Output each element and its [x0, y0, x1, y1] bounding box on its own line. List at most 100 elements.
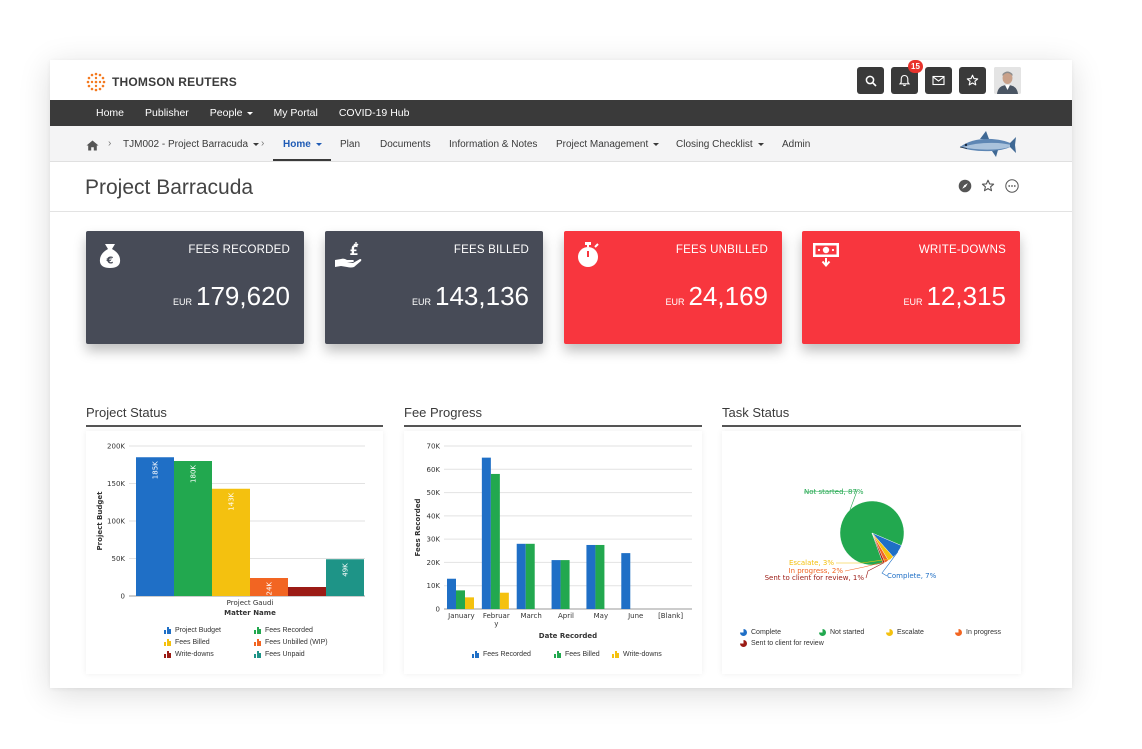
legend-item[interactable]: Write-downs: [612, 651, 682, 659]
tab-project-management[interactable]: Project Management: [556, 139, 660, 150]
x-tick-label: Februar: [483, 612, 510, 620]
legend-item[interactable]: Escalate: [886, 629, 955, 637]
page-title-row: Project Barracuda: [50, 162, 1072, 212]
legend-label: Project Budget: [175, 627, 221, 634]
project-subnav: › TJM002 - Project Barracuda › Home Plan…: [50, 126, 1072, 162]
kpi-label: FEES BILLED: [453, 244, 529, 256]
bar[interactable]: [481, 457, 491, 609]
chevron-right-icon: ›: [108, 138, 112, 149]
bar[interactable]: [326, 559, 364, 596]
bar[interactable]: [499, 592, 509, 609]
caret-down-icon: [315, 143, 322, 146]
messages-button[interactable]: [925, 67, 952, 94]
kpi-value: EUR 12,315: [903, 281, 1006, 311]
legend-item[interactable]: Fees Unpaid: [254, 651, 364, 659]
bar[interactable]: [490, 473, 500, 609]
bar[interactable]: [621, 553, 631, 609]
money-bag-euro-icon: €: [99, 244, 121, 268]
tab-documents[interactable]: Documents: [380, 139, 431, 150]
active-tab-indicator: [273, 159, 331, 161]
y-tick-label: 0: [436, 606, 440, 614]
svg-text:€: €: [106, 256, 114, 267]
legend-item[interactable]: Not started: [819, 629, 886, 637]
more-options-icon[interactable]: [1005, 179, 1019, 193]
kpi-card-fees-billed[interactable]: £ FEES BILLED EUR 143,136: [325, 231, 543, 344]
user-avatar[interactable]: [994, 67, 1021, 94]
bar[interactable]: [560, 560, 570, 609]
legend-item[interactable]: Fees Recorded: [472, 651, 554, 659]
y-tick-label: 40K: [427, 512, 441, 520]
star-outline-icon[interactable]: [981, 179, 995, 193]
pie-data-label: Escalate, 3%: [789, 559, 834, 567]
home-icon: [86, 140, 99, 151]
legend-item[interactable]: Project Budget: [164, 627, 254, 635]
bar[interactable]: [250, 578, 288, 596]
kpi-card-write-downs[interactable]: WRITE-DOWNS EUR 12,315: [802, 231, 1020, 344]
legend-item[interactable]: In progress: [955, 629, 1025, 637]
bar[interactable]: [212, 488, 250, 596]
tab-admin[interactable]: Admin: [782, 139, 811, 150]
pie-data-label: Complete, 7%: [887, 572, 937, 580]
legend-item[interactable]: Complete: [740, 629, 819, 637]
kpi-card-fees-recorded[interactable]: € FEES RECORDED EUR 179,620: [86, 231, 304, 344]
project-status-chart[interactable]: 0 50K 100K 150K 200K 185K 180K 143K 24K 49K Projec…: [86, 431, 383, 674]
banknote-down-icon: [813, 243, 839, 268]
pie-leader-line: [865, 562, 885, 579]
project-status-panel: 0 50K 100K 150K 200K 185K 180K 143K 24K 49K Projec…: [86, 431, 383, 674]
notifications-button[interactable]: 15: [891, 60, 923, 94]
legend-label: In progress: [966, 629, 1002, 636]
bar[interactable]: [595, 544, 605, 609]
y-tick-label: 20K: [427, 559, 441, 567]
breadcrumb-home[interactable]: [86, 138, 99, 156]
pie-data-label: In progress, 2%: [789, 567, 844, 575]
tab-information-notes[interactable]: Information & Notes: [449, 139, 538, 150]
nav-item-publisher[interactable]: Publisher: [145, 107, 189, 119]
y-tick-label: 0: [121, 593, 125, 601]
bar[interactable]: [586, 544, 596, 609]
legend-item[interactable]: Fees Billed: [164, 639, 254, 647]
legend-item[interactable]: Fees Unbilled (WIP): [254, 639, 364, 647]
kpi-card-fees-unbilled[interactable]: FEES UNBILLED EUR 24,169: [564, 231, 782, 344]
caret-down-icon: [253, 143, 260, 146]
legend-item[interactable]: Fees Recorded: [254, 627, 364, 635]
x-axis-title: Matter Name: [224, 609, 276, 617]
bar[interactable]: [525, 543, 535, 609]
tab-plan[interactable]: Plan: [340, 139, 361, 150]
pie-leader-line: [836, 558, 891, 564]
brand-logo[interactable]: THOMSON REUTERS: [86, 72, 237, 92]
bar[interactable]: [456, 590, 465, 609]
legend-bar-icon: [164, 651, 171, 658]
compass-icon[interactable]: [958, 179, 972, 193]
x-tick-label: [Blank]: [658, 612, 683, 620]
legend-item[interactable]: Sent to client for review: [740, 640, 824, 648]
project-status-legend: Project Budget Fees Recorded Fees Billed Fe…: [164, 627, 364, 659]
caret-down-icon: [653, 143, 660, 146]
bar-data-label: 180K: [190, 465, 198, 483]
bar[interactable]: [136, 457, 174, 596]
kpi-value: EUR 24,169: [665, 281, 768, 311]
task-status-chart[interactable]: Not started, 87% Complete, 7% Escalate, 3%…: [722, 431, 1021, 674]
bar[interactable]: [288, 587, 326, 596]
tab-closing-checklist[interactable]: Closing Checklist: [676, 139, 764, 150]
bar[interactable]: [551, 560, 561, 609]
x-tick-label-wrap: y: [494, 620, 498, 628]
legend-item[interactable]: Fees Billed: [554, 651, 612, 659]
nav-item-people[interactable]: People: [210, 107, 253, 119]
bar[interactable]: [174, 461, 212, 596]
search-button[interactable]: [857, 67, 884, 94]
bar[interactable]: [516, 543, 526, 609]
tab-home[interactable]: Home: [283, 139, 322, 150]
kpi-value: EUR 179,620: [173, 281, 290, 311]
bar-data-label: 49K: [342, 563, 350, 577]
nav-item-my-portal[interactable]: My Portal: [273, 107, 318, 119]
bar[interactable]: [465, 597, 474, 609]
breadcrumb-project[interactable]: TJM002 - Project Barracuda: [123, 139, 260, 150]
nav-item-covid-hub[interactable]: COVID-19 Hub: [338, 107, 410, 119]
bell-icon: [898, 74, 911, 87]
nav-item-home[interactable]: Home: [96, 107, 125, 119]
legend-item[interactable]: Write-downs: [164, 651, 254, 659]
favorites-button[interactable]: [959, 67, 986, 94]
bar[interactable]: [447, 578, 456, 609]
y-tick-label: 60K: [427, 466, 441, 474]
